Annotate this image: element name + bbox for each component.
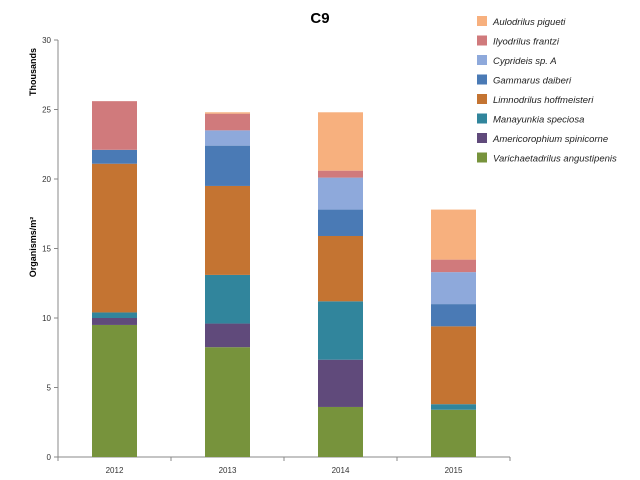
x-tick-label: 2015 [445,466,463,475]
bar-segment-americorophium-spinicorne-2013 [205,323,250,348]
bar-segment-aulodrilus-pigueti-2014 [318,112,363,171]
bar-segment-manayunkia-speciosa-2013 [205,274,250,324]
legend-label: Americorophium spinicorne [492,134,608,145]
bar-segment-varichaetadrilus-angustipenis-2013 [205,347,250,457]
legend-swatch [477,35,487,46]
bar-segment-varichaetadrilus-angustipenis-2015 [431,409,476,457]
y-tick-label: 25 [42,106,51,115]
y-tick-label: 20 [42,175,51,184]
legend-label: Gammarus daiberi [493,76,572,87]
x-tick-label: 2012 [106,466,124,475]
legend-label: Varichaetadrilus angustipenis [493,154,617,165]
bar-segment-limnodrilus-hoffmeisteri-2012 [92,163,137,313]
plot-area: 0 5 10 15 20 25 30 2012 2013 2014 2015 [42,36,511,475]
bar-segment-gammarus-daiberi-2015 [431,304,476,327]
legend-swatch [477,113,487,124]
bar-segment-aulodrilus-pigueti-2015 [431,209,476,260]
bar-segment-cyprideis-sp-a-2013 [205,130,250,146]
legend-swatch [477,94,487,104]
bar-segment-varichaetadrilus-angustipenis-2012 [92,324,137,457]
bar-segment-americorophium-spinicorne-2012 [92,318,137,325]
legend: Aulodrilus pigueti Ilyodrilus frantzi Cypr… [477,16,617,165]
bar-segment-limnodrilus-hoffmeisteri-2013 [205,185,250,275]
legend-swatch [477,55,487,65]
legend-label: Ilyodrilus frantzi [493,37,560,48]
legend-label: Cyprideis sp. A [493,56,557,67]
bar-segment-ilyodrilus-frantzi-2013 [205,113,250,131]
legend-swatch [477,16,487,26]
bar-segment-ilyodrilus-frantzi-2012 [92,101,137,150]
bar-segment-manayunkia-speciosa-2012 [92,312,137,318]
bar-segment-gammarus-daiberi-2014 [318,209,363,236]
y-tick-label: 0 [47,453,52,462]
bar-segment-cyprideis-sp-a-2015 [431,272,476,305]
legend-swatch [477,133,487,143]
y-axis-unit-label: Thousands [28,48,38,96]
bar-segment-manayunkia-speciosa-2014 [318,301,363,360]
bar-segment-aulodrilus-pigueti-2013 [205,112,250,114]
bar-segment-cyprideis-sp-a-2014 [318,177,363,210]
y-tick-label: 15 [42,245,51,254]
legend-label: Limnodrilus hoffmeisteri [493,95,594,106]
legend-swatch [477,74,487,85]
legend-swatch [477,152,487,163]
y-tick-label: 10 [42,314,51,323]
bar-segment-varichaetadrilus-angustipenis-2014 [318,406,363,457]
y-axis-label: Organisms/m² [28,217,38,278]
x-tick-label: 2014 [332,466,350,475]
y-tick-label: 30 [42,36,51,45]
bar-segment-gammarus-daiberi-2013 [205,145,250,186]
legend-label: Manayunkia speciosa [493,115,584,126]
x-tick-label: 2013 [219,466,237,475]
chart-title: C9 [310,10,329,27]
bar-segment-manayunkia-speciosa-2015 [431,404,476,410]
bar-segment-ilyodrilus-frantzi-2014 [318,170,363,178]
bar-segment-americorophium-spinicorne-2014 [318,359,363,407]
legend-label: Aulodrilus pigueti [492,17,566,28]
bar-segment-ilyodrilus-frantzi-2015 [431,259,476,273]
bar-segment-limnodrilus-hoffmeisteri-2015 [431,326,476,405]
bar-segment-limnodrilus-hoffmeisteri-2014 [318,235,363,302]
y-tick-label: 5 [47,384,52,393]
bar-segment-gammarus-daiberi-2012 [92,149,137,164]
